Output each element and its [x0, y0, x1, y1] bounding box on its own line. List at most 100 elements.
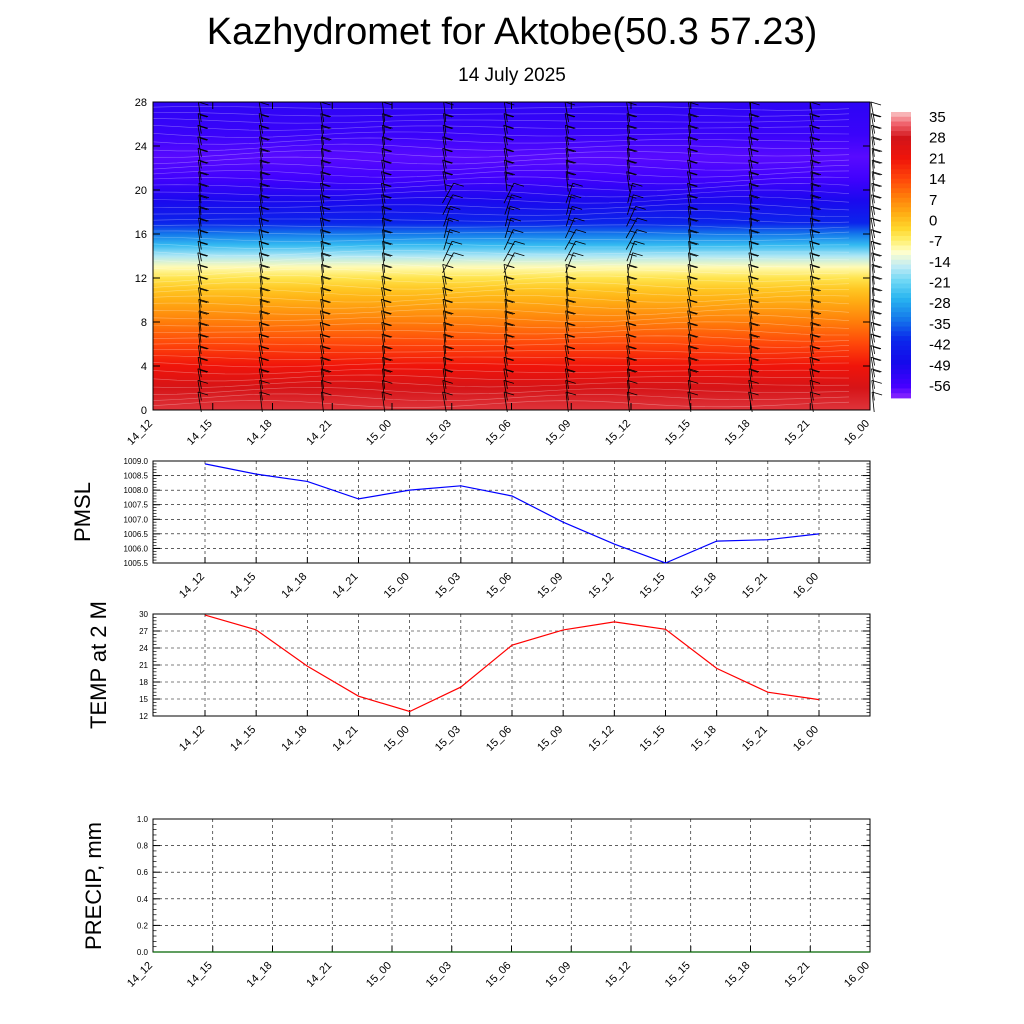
heatmap-x-tick-label: 14_21	[304, 418, 334, 448]
pmsl-panel: 1005.5 1006.0 1006.5 1007.0 1007.5 1008.0 1008…	[70, 457, 871, 601]
heatmap-panel: 0 4 8 12 16 20 24 28 14_12 14_15 14_18 14_21 15_00 15…	[125, 97, 883, 448]
precip-x-tick-label: 15_12	[603, 960, 633, 990]
temp-x-tick-label: 15_15	[638, 724, 668, 754]
temp-x-tick-label: 16_00	[791, 724, 821, 754]
temp-x-tick-label: 14_15	[228, 724, 258, 754]
pmsl-y-tick-label: 1006.0	[124, 544, 149, 553]
pmsl-y-tick-label: 1007.5	[124, 501, 149, 510]
precip-x-tick-label: 15_06	[484, 960, 514, 990]
chart-subtitle: 14 July 2025	[458, 65, 566, 86]
precip-y-axis-title: PRECIP, mm	[81, 822, 106, 950]
pmsl-frame	[152, 460, 871, 564]
pmsl-x-tick-label: 14_18	[279, 571, 309, 601]
colorbar-label: 28	[929, 130, 946, 147]
heatmap-x-tick-label: 14_18	[245, 418, 275, 448]
colorbar-label: 14	[929, 171, 946, 188]
colorbar-label: -35	[929, 316, 951, 333]
heatmap-y-tick-label: 16	[135, 229, 147, 241]
temp-y-tick-label: 30	[139, 610, 148, 619]
temp-y-tick-label: 18	[139, 678, 148, 687]
precip-x-tick-label: 15_03	[424, 960, 454, 990]
temp-x-tick-label: 14_12	[177, 724, 207, 754]
pmsl-x-tick-label: 15_12	[586, 571, 616, 601]
temp-y-tick-label: 12	[139, 712, 148, 721]
heatmap-y-tick-label: 28	[135, 97, 147, 109]
precip-x-tick-label: 14_21	[304, 960, 334, 990]
colorbar-label: 7	[929, 192, 937, 209]
pmsl-y-tick-label: 1008.0	[124, 486, 149, 495]
pmsl-x-tick-label: 15_00	[382, 571, 412, 601]
colorbar-label: -28	[929, 295, 951, 312]
precip-x-tick-label: 16_00	[842, 960, 872, 990]
precip-y-tick-label: 0.8	[137, 842, 149, 851]
precip-x-tick-label: 15_00	[364, 960, 394, 990]
pmsl-x-tick-label: 14_15	[228, 571, 258, 601]
temp-x-tick-label: 14_18	[279, 724, 309, 754]
colorbar-label: -21	[929, 275, 951, 292]
heatmap-x-tick-label: 15_06	[484, 418, 514, 448]
pmsl-x-tick-label: 16_00	[791, 571, 821, 601]
heatmap-x-tick-label: 15_03	[424, 418, 454, 448]
pmsl-x-tick-label: 14_21	[331, 571, 361, 601]
temp-panel: 12 15 18 21 24 27 30 14_12 14_15 14_18 14_21 15_00 1…	[86, 601, 871, 754]
precip-y-tick-label: 0.4	[137, 895, 149, 904]
precip-x-tick-label: 14_15	[185, 960, 215, 990]
precip-y-tick-label: 0.0	[137, 948, 149, 957]
precip-x-tick-label: 14_18	[245, 960, 275, 990]
pmsl-y-tick-label: 1005.5	[124, 559, 149, 568]
colorbar-label: 21	[929, 150, 946, 167]
precip-y-tick-label: 0.6	[137, 868, 149, 877]
temp-x-tick-label: 15_09	[535, 724, 565, 754]
colorbar: 35 28 21 14 7 0 -7 -14 -21 -28 -35 -42 -49 -56	[891, 109, 951, 399]
pmsl-x-tick-label: 15_06	[484, 571, 514, 601]
temp-x-tick-label: 14_21	[331, 724, 361, 754]
pmsl-x-tick-label: 15_18	[689, 571, 719, 601]
heatmap-x-tick-label: 15_18	[723, 418, 753, 448]
colorbar-label: -42	[929, 337, 951, 354]
colorbar-label: 0	[929, 212, 937, 229]
heatmap-x-tick-label: 15_09	[543, 418, 573, 448]
pmsl-y-tick-label: 1006.5	[124, 530, 149, 539]
colorbar-label: -49	[929, 357, 951, 374]
temp-y-axis-title: TEMP at 2 M	[86, 601, 111, 729]
heatmap-x-tick-label: 15_00	[364, 418, 394, 448]
heatmap-x-tick-label: 15_15	[663, 418, 693, 448]
temp-x-tick-label: 15_12	[586, 724, 616, 754]
heatmap-y-tick-label: 24	[135, 141, 147, 153]
precip-x-tick-label: 15_15	[663, 960, 693, 990]
precip-panel: 0.0 0.2 0.4 0.6 0.8 1.0 14_12 14_15 14_18 14_21 15…	[81, 815, 872, 990]
isotherm-lines	[152, 106, 850, 408]
pmsl-y-tick-label: 1009.0	[124, 457, 149, 466]
colorbar-label: 35	[929, 109, 946, 126]
precip-y-tick-label: 1.0	[137, 815, 149, 824]
heatmap-x-tick-label: 15_21	[782, 418, 812, 448]
pmsl-y-tick-label: 1007.0	[124, 515, 149, 524]
pmsl-x-tick-label: 14_12	[177, 571, 207, 601]
colorbar-label: -56	[929, 378, 951, 395]
heatmap-x-tick-label: 14_15	[185, 418, 215, 448]
temp-y-tick-label: 21	[139, 661, 148, 670]
pmsl-y-tick-label: 1008.5	[124, 472, 149, 481]
precip-x-tick-label: 15_09	[543, 960, 573, 990]
temp-x-tick-label: 15_18	[689, 724, 719, 754]
temp-y-tick-label: 27	[139, 627, 148, 636]
temp-x-tick-label: 15_00	[382, 724, 412, 754]
pmsl-y-axis-title: PMSL	[70, 482, 95, 542]
temp-y-tick-label: 24	[139, 644, 148, 653]
precip-y-tick-label: 0.2	[137, 921, 149, 930]
temp-x-tick-label: 15_03	[433, 724, 463, 754]
heatmap-x-tick-label: 14_12	[125, 418, 155, 448]
heatmap-y-axis: 0 4 8 12 16 20 24 28	[135, 97, 870, 417]
colorbar-label: -7	[929, 233, 942, 250]
temp-x-tick-label: 15_21	[740, 724, 770, 754]
heatmap-y-tick-label: 4	[141, 361, 147, 373]
temp-frame	[152, 613, 871, 717]
pmsl-x-tick-label: 15_15	[638, 571, 668, 601]
heatmap-x-tick-label: 15_12	[603, 418, 633, 448]
precip-x-tick-label: 15_21	[782, 960, 812, 990]
pmsl-x-tick-label: 15_03	[433, 571, 463, 601]
pmsl-x-tick-label: 15_09	[535, 571, 565, 601]
temp-y-tick-label: 15	[139, 695, 148, 704]
precip-x-tick-label: 15_18	[723, 960, 753, 990]
